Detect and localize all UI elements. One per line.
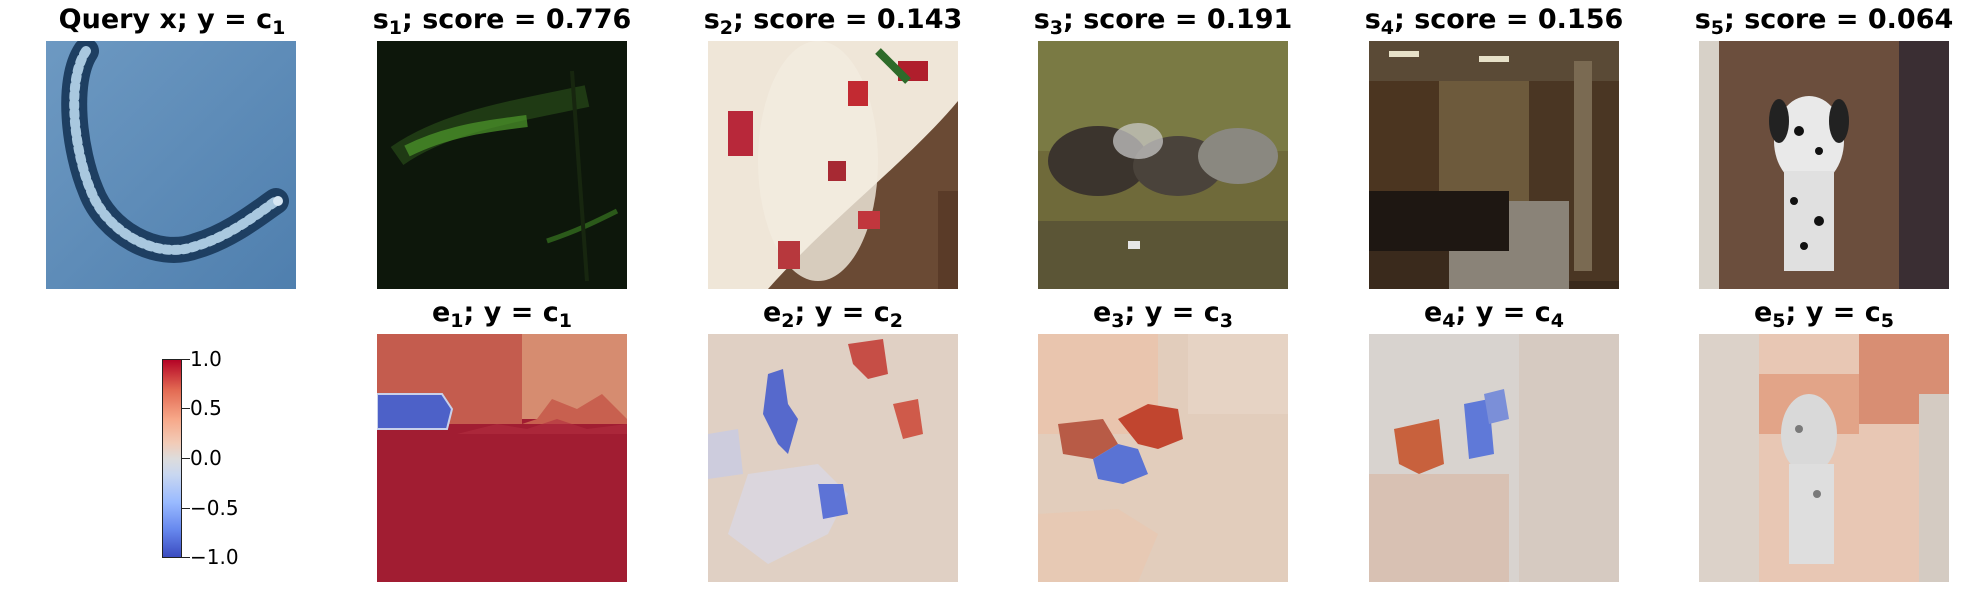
sample-4-image bbox=[1369, 41, 1619, 289]
sample-2-title: s2; score = 0.143 bbox=[704, 4, 963, 44]
explanation-class-index: 4 bbox=[1550, 310, 1565, 332]
sample-symbol: s bbox=[1364, 4, 1381, 35]
colorbar-label: 0.5 bbox=[190, 396, 222, 420]
explanation-index: 1 bbox=[450, 310, 464, 332]
explanation-class: ; y = c bbox=[794, 297, 890, 328]
explanation-4-heatmap bbox=[1369, 334, 1619, 582]
colorbar-label-min: −1.0 bbox=[190, 545, 239, 569]
sample-score: ; score = 0.156 bbox=[1394, 4, 1624, 35]
explanation-symbol: e bbox=[762, 297, 782, 328]
explanation-5-heatmap bbox=[1699, 334, 1949, 582]
query-title-subscript: 1 bbox=[272, 17, 286, 39]
sample-1-title: s1; score = 0.776 bbox=[373, 4, 632, 44]
colorbar-tick bbox=[182, 557, 190, 558]
sample-1-image bbox=[377, 41, 627, 289]
sample-index: 4 bbox=[1380, 17, 1395, 39]
sample-symbol: s bbox=[1694, 4, 1711, 35]
explanation-1-title: e1; y = c1 bbox=[432, 297, 572, 337]
colorbar-label: −0.5 bbox=[190, 496, 239, 520]
sample-index: 2 bbox=[719, 17, 734, 39]
explanation-class-index: 5 bbox=[1880, 310, 1895, 332]
explanation-index: 3 bbox=[1111, 310, 1125, 332]
sample-2-image bbox=[708, 41, 958, 289]
sample-score: ; score = 0.191 bbox=[1063, 4, 1293, 35]
explanation-2-title: e2; y = c2 bbox=[763, 297, 903, 337]
explanation-class-index: 2 bbox=[889, 310, 904, 332]
explanation-class: ; y = c bbox=[463, 297, 559, 328]
sample-symbol: s bbox=[372, 4, 389, 35]
query-title: Query x; y = c1 bbox=[59, 4, 286, 44]
colorbar-label-zero: 0.0 bbox=[190, 446, 222, 470]
sample-3-title: s3; score = 0.191 bbox=[1034, 4, 1293, 44]
explanation-index: 2 bbox=[781, 310, 795, 332]
explanation-3-title: e3; y = c3 bbox=[1093, 297, 1233, 337]
explanation-index: 5 bbox=[1772, 310, 1786, 332]
sample-symbol: s bbox=[1033, 4, 1050, 35]
sample-5-title: s5; score = 0.064 bbox=[1695, 4, 1954, 44]
explanation-class-index: 1 bbox=[558, 310, 573, 332]
sample-index: 5 bbox=[1710, 17, 1725, 39]
sample-score: ; score = 0.143 bbox=[733, 4, 963, 35]
colorbar bbox=[162, 359, 182, 558]
sample-score: ; score = 0.776 bbox=[402, 4, 632, 35]
colorbar-tick bbox=[182, 359, 190, 360]
sample-index: 3 bbox=[1049, 17, 1064, 39]
explanation-symbol: e bbox=[1753, 297, 1773, 328]
sample-5-image bbox=[1699, 41, 1949, 289]
query-title-text: Query x; y = c bbox=[58, 4, 273, 35]
explanation-1-heatmap bbox=[377, 334, 627, 582]
explanation-symbol: e bbox=[1423, 297, 1443, 328]
explanation-class-index: 3 bbox=[1219, 310, 1234, 332]
colorbar-tick bbox=[182, 408, 190, 409]
explanation-3-heatmap bbox=[1038, 334, 1288, 582]
explanation-4-title: e4; y = c4 bbox=[1424, 297, 1564, 337]
explanation-2-heatmap bbox=[708, 334, 958, 582]
explanation-5-title: e5; y = c5 bbox=[1754, 297, 1894, 337]
explanation-index: 4 bbox=[1442, 310, 1456, 332]
explanation-class: ; y = c bbox=[1124, 297, 1220, 328]
query-image-eel bbox=[46, 41, 296, 289]
sample-score: ; score = 0.064 bbox=[1724, 4, 1954, 35]
sample-3-image bbox=[1038, 41, 1288, 289]
explanation-symbol: e bbox=[1092, 297, 1112, 328]
explanation-symbol: e bbox=[431, 297, 451, 328]
sample-index: 1 bbox=[388, 17, 403, 39]
explanation-class: ; y = c bbox=[1455, 297, 1551, 328]
explanation-class: ; y = c bbox=[1785, 297, 1881, 328]
sample-4-title: s4; score = 0.156 bbox=[1365, 4, 1624, 44]
colorbar-label-max: 1.0 bbox=[190, 347, 222, 371]
sample-symbol: s bbox=[703, 4, 720, 35]
colorbar-tick bbox=[182, 508, 190, 509]
colorbar-tick bbox=[182, 458, 190, 459]
